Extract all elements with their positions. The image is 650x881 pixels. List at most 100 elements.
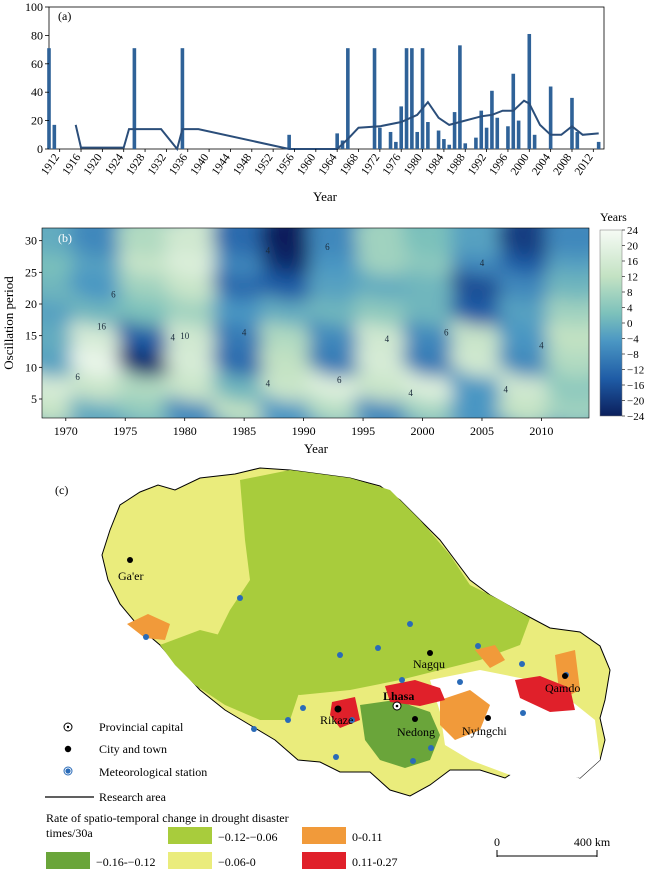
map-legend-markers: Provincial capital City and town Meteoro… bbox=[45, 720, 207, 804]
bar-1990 bbox=[474, 137, 478, 149]
legend-class-label-0: −0.16-−0.12 bbox=[96, 855, 156, 869]
panel-a-frame bbox=[48, 6, 605, 150]
legend-city-icon bbox=[64, 745, 72, 753]
x-tick-label-1936: 1936 bbox=[167, 152, 190, 178]
bar-1992 bbox=[484, 127, 489, 149]
station-13 bbox=[333, 754, 339, 760]
station-0 bbox=[237, 595, 243, 601]
bar-1987 bbox=[458, 45, 462, 150]
heatmap-x-tick-label-2005: 2005 bbox=[470, 424, 494, 438]
colorbar bbox=[599, 229, 623, 417]
bar-1935 bbox=[180, 48, 185, 149]
colorbar-ticks: 24 20 16 12 8 4 0 −4 −8 −12 −16 −20 −24 bbox=[622, 225, 645, 423]
contour-label-15: 4 bbox=[504, 385, 509, 395]
heatmap-cell-2013-31 bbox=[543, 228, 589, 257]
x-tick-label-1984: 1984 bbox=[423, 152, 446, 178]
city-label-nyingchi: Nyingchi bbox=[462, 724, 507, 738]
zone-minus-012-minus-006 bbox=[215, 470, 530, 695]
legend-class-title-line2: times/30a bbox=[46, 826, 93, 840]
bar-1998 bbox=[516, 120, 521, 149]
y-tick-label-0: 0 bbox=[37, 142, 43, 156]
y-tick-label-60: 60 bbox=[31, 57, 43, 71]
x-tick-label-1992: 1992 bbox=[466, 152, 489, 178]
x-tick-label-2000: 2000 bbox=[509, 152, 532, 178]
station-14 bbox=[410, 758, 416, 764]
station-5 bbox=[475, 643, 481, 649]
legend-station-label: Meteorological station bbox=[99, 765, 207, 779]
bar-1977 bbox=[404, 48, 409, 149]
legend-class-label-4: 0.11-0.27 bbox=[352, 855, 398, 869]
x-tick-label-1956: 1956 bbox=[274, 152, 297, 178]
y-tick-label-20: 20 bbox=[31, 114, 43, 128]
bar-1984 bbox=[442, 139, 446, 149]
bar-1994 bbox=[495, 117, 500, 149]
bar-1980 bbox=[420, 48, 425, 149]
scale-bar-label-400: 400 km bbox=[574, 835, 611, 849]
contour-label-13: 6 bbox=[337, 375, 342, 385]
contour-label-4: 16 bbox=[97, 321, 107, 331]
city-dot-nedong bbox=[412, 716, 418, 722]
legend-class-label-2: 0-0.11 bbox=[352, 830, 383, 844]
bar-1971 bbox=[372, 48, 377, 149]
contour-label-14: 4 bbox=[408, 388, 413, 398]
colorbar-tick-label-2: 16 bbox=[627, 256, 639, 268]
station-2 bbox=[407, 621, 413, 627]
legend-class-swatch-0 bbox=[46, 852, 90, 869]
y-tick-label-80: 80 bbox=[31, 28, 43, 42]
city-dot-nyingchi bbox=[485, 715, 491, 721]
contour-label-3: 6 bbox=[111, 290, 116, 300]
panel-a-x-axis: 1912191619201924192819321936194019441948… bbox=[39, 149, 596, 178]
contour-label-9: 6 bbox=[444, 328, 449, 338]
panel-a-label: (a) bbox=[58, 9, 71, 23]
heatmap-x-tick-label-1970: 1970 bbox=[54, 424, 78, 438]
station-11 bbox=[300, 705, 306, 711]
station-12 bbox=[251, 726, 257, 732]
panel-b-label: (b) bbox=[58, 231, 72, 245]
legend-research-area-label: Research area bbox=[99, 790, 167, 804]
station-6 bbox=[519, 661, 525, 667]
bar-1974 bbox=[388, 131, 393, 149]
heatmap-y-tick-label-5: 5 bbox=[31, 392, 37, 406]
x-tick-label-1968: 1968 bbox=[338, 152, 361, 178]
y-tick-label-40: 40 bbox=[31, 85, 43, 99]
bar-1986 bbox=[452, 112, 457, 149]
colorbar-tick-label-3: 12 bbox=[627, 272, 638, 284]
legend-class-swatch-2 bbox=[302, 827, 346, 844]
x-tick-label-1952: 1952 bbox=[253, 152, 276, 178]
panel-b-y-axis: 5 10 15 20 25 30 bbox=[25, 234, 42, 406]
x-tick-label-1940: 1940 bbox=[189, 152, 212, 178]
bar-2004 bbox=[548, 86, 553, 149]
scale-bar: 0 400 km bbox=[494, 835, 611, 857]
bar-1981 bbox=[426, 122, 430, 149]
bar-2001 bbox=[532, 134, 537, 149]
zone-red-qamdo bbox=[515, 676, 575, 712]
city-label-lhasa: Lhasa bbox=[383, 689, 414, 703]
contour-label-7: 4 bbox=[242, 328, 247, 338]
heatmap-cells bbox=[42, 228, 589, 418]
panel-a-moving-average-line bbox=[74, 99, 599, 152]
panel-b-x-axis: 1970 1975 1980 1985 1990 1995 2000 2005 2010 bbox=[54, 418, 553, 438]
station-7 bbox=[457, 679, 463, 685]
x-tick-label-1928: 1928 bbox=[124, 152, 147, 178]
zone-southwest-green bbox=[160, 630, 300, 720]
colorbar-tick-label-5: 4 bbox=[627, 303, 633, 315]
heatmap-x-tick-label-1975: 1975 bbox=[113, 424, 137, 438]
bar-1985 bbox=[447, 144, 452, 149]
city-label-qamdo: Qamdo bbox=[545, 681, 580, 695]
station-10 bbox=[285, 717, 291, 723]
heatmap-x-tick-label-2010: 2010 bbox=[529, 424, 553, 438]
heatmap-x-tick-label-1980: 1980 bbox=[173, 424, 197, 438]
heatmap-y-tick-label-25: 25 bbox=[25, 265, 37, 279]
panel-b-y-axis-title: Oscillation period bbox=[1, 276, 16, 370]
bar-2000 bbox=[527, 33, 532, 150]
legend-class-label-1: −0.12-−0.06 bbox=[218, 830, 278, 844]
heatmap-x-tick-label-2000: 2000 bbox=[411, 424, 435, 438]
map-legend-classes: Rate of spatio-temporal change in drough… bbox=[46, 811, 398, 869]
x-tick-label-1964: 1964 bbox=[317, 152, 340, 178]
bar-1911 bbox=[52, 124, 57, 149]
heatmap-y-tick-label-15: 15 bbox=[25, 329, 37, 343]
city-label-nedong: Nedong bbox=[397, 725, 435, 739]
bar-2013 bbox=[596, 141, 601, 149]
bar-1910 bbox=[47, 48, 51, 149]
